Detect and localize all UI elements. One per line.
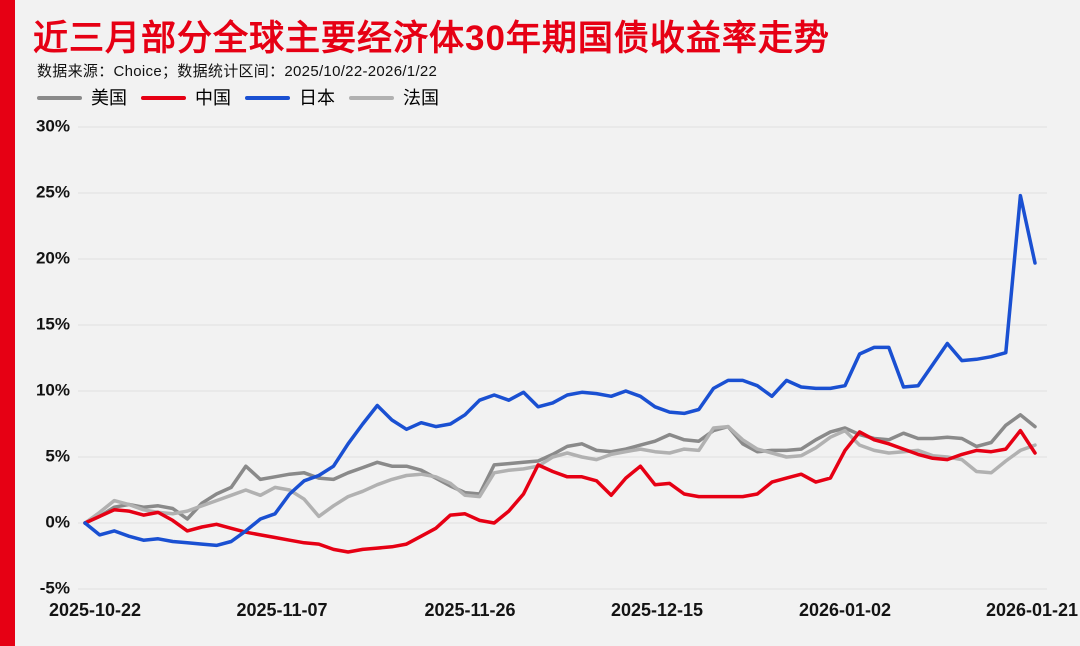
y-tick-30: 30% (36, 116, 70, 135)
series-line-japan (83, 193, 1037, 548)
gridlines (78, 126, 1047, 590)
y-tick-neg5: -5% (40, 578, 70, 597)
y-tick-15: 15% (36, 314, 70, 333)
legend-line-swatch-france (349, 96, 394, 100)
legend-item-japan: 日本 (245, 88, 335, 108)
legend-line-swatch-china (141, 96, 186, 100)
series-line-us (83, 413, 1037, 525)
left-accent-bar (0, 0, 15, 646)
page-title: 近三月部分全球主要经济体30年期国债收益率走势 (33, 19, 830, 58)
x-tick-4: 2026-01-02 (799, 600, 891, 620)
y-tick-20: 20% (36, 248, 70, 267)
legend-line-swatch-japan (245, 96, 290, 100)
legend-label-us: 美国 (91, 88, 127, 108)
x-tick-0: 2025-10-22 (49, 600, 141, 620)
x-tick-5: 2026-01-21 (986, 600, 1078, 620)
legend-item-china: 中国 (141, 88, 231, 108)
x-tick-2: 2025-11-26 (424, 600, 515, 620)
y-tick-25: 25% (36, 182, 70, 201)
legend-item-us: 美国 (37, 88, 127, 108)
legend-label-france: 法国 (403, 88, 439, 108)
series-lines (83, 193, 1037, 554)
y-tick-10: 10% (36, 380, 70, 399)
legend-item-france: 法国 (349, 88, 439, 108)
y-tick-0: 0% (45, 512, 70, 531)
x-tick-3: 2025-12-15 (611, 600, 703, 620)
series-line-france (83, 424, 1037, 525)
legend-label-china: 中国 (195, 88, 231, 108)
chart-subtitle-source: 数据来源：Choice；数据统计区间：2025/10/22-2026/1/22 (37, 63, 438, 80)
legend: 美国 中国 日本 法国 (37, 88, 439, 108)
y-axis: 30% 25% 20% 15% 10% 5% 0% -5% (36, 116, 70, 597)
legend-line-swatch-us (37, 96, 82, 100)
x-axis: 2025-10-22 2025-11-07 2025-11-26 2025-12… (49, 600, 1078, 620)
x-tick-1: 2025-11-07 (236, 600, 327, 620)
legend-label-japan: 日本 (299, 88, 335, 108)
y-tick-5: 5% (45, 446, 70, 465)
